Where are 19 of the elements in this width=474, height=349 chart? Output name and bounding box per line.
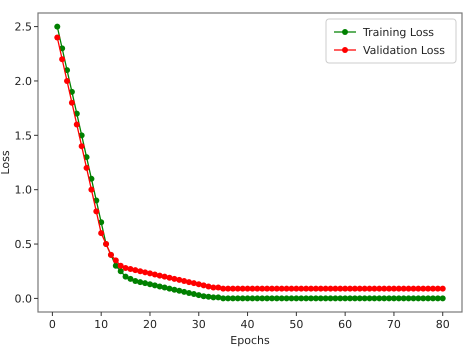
legend-label: Validation Loss [363,44,446,57]
y-tick-label: 0.5 [14,238,32,252]
y-tick-label: 1.5 [14,129,32,142]
y-axis-title: Loss [0,150,12,175]
x-tick-label: 10 [94,318,108,331]
y-tick-label: 2.5 [14,20,32,34]
y-tick-label: 1.0 [14,184,32,197]
x-tick-label: 50 [289,318,304,331]
x-tick-label: 30 [192,318,206,331]
x-tick-label: 80 [436,318,450,331]
x-tick-label: 70 [386,318,401,331]
y-tick-label: 0.0 [14,292,32,306]
y-tick-label: 2.0 [14,74,32,88]
x-tick-label: 0 [48,318,56,331]
x-tick-label: 40 [240,318,255,331]
x-tick-label: 60 [338,318,352,331]
x-axis-title: Epochs [230,334,270,347]
x-tick-label: 20 [142,318,157,331]
legend-label: Training Loss [362,26,434,39]
